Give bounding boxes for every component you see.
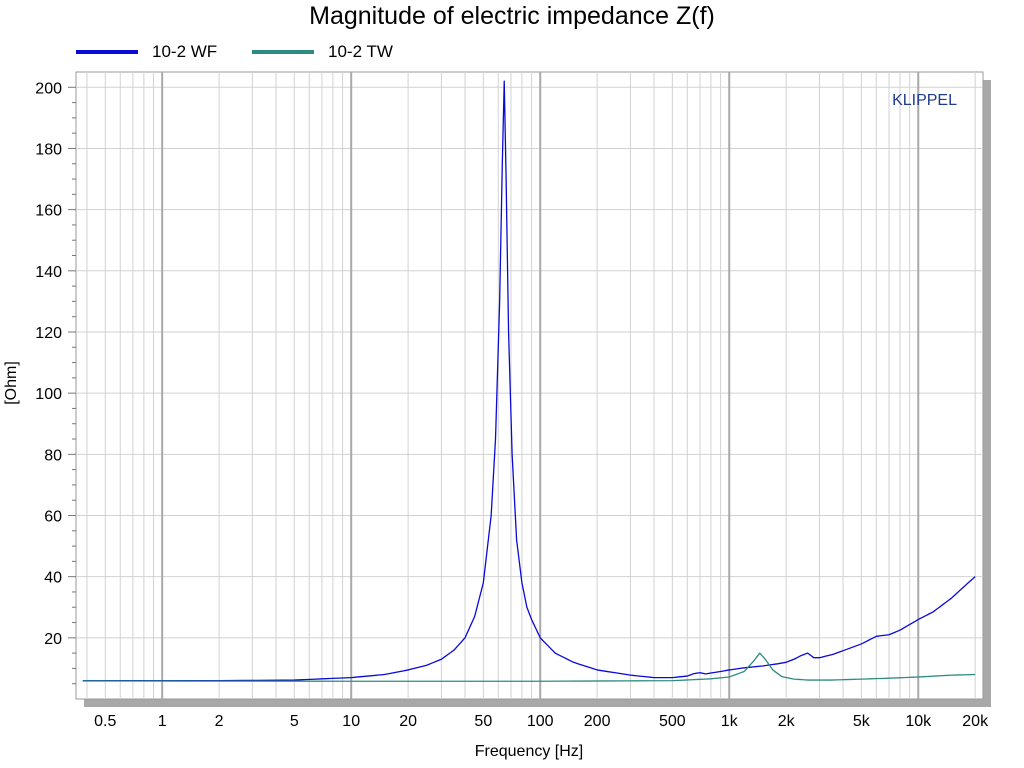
y-tick-label: 80	[44, 447, 62, 464]
y-tick-label: 160	[35, 203, 62, 220]
x-tick-label: 10	[342, 713, 360, 730]
legend-item-wf: 10-2 WF	[76, 42, 217, 62]
x-tick-label: 50	[474, 713, 492, 730]
y-tick-label: 60	[44, 508, 62, 525]
x-tick-label: 1k	[721, 713, 739, 730]
x-tick-label: 2	[215, 713, 224, 730]
y-minor-ticks	[68, 86, 76, 685]
legend-label-tw: 10-2 TW	[328, 42, 393, 61]
grid-major	[161, 72, 920, 699]
x-tick-label: 20k	[962, 713, 989, 730]
x-tick-label: 100	[527, 713, 554, 730]
x-tick-label: 2k	[778, 713, 796, 730]
y-tick-label: 20	[44, 631, 62, 648]
x-tick-label: 1	[158, 713, 167, 730]
y-tick-label: 100	[35, 386, 62, 403]
y-tick-label: 200	[35, 80, 62, 97]
chart-title: Magnitude of electric impedance Z(f)	[309, 2, 715, 30]
legend-swatch-tw	[252, 50, 314, 54]
series-line-wf	[82, 80, 976, 682]
plot-area	[75, 71, 984, 700]
legend-label-wf: 10-2 WF	[152, 42, 218, 61]
y-tick-label: 180	[35, 141, 62, 158]
y-tick-label: 140	[35, 264, 62, 281]
x-tick-label: 200	[584, 713, 611, 730]
x-tick-label: 20	[399, 713, 417, 730]
x-tick-label: 500	[659, 713, 686, 730]
y-tick-label: 120	[35, 325, 62, 342]
y-tick-labels: 20 40 60 80 100 120 140 160 180 200	[35, 80, 62, 648]
x-tick-label: 0.5	[94, 713, 116, 730]
series-group	[82, 80, 976, 682]
klippel-watermark: KLIPPEL	[892, 92, 957, 109]
legend-swatch-wf	[76, 50, 138, 54]
y-axis-label: [Ohm]	[3, 361, 20, 405]
x-tick-labels: 0.5 1 2 5 10 20 50 100 200 500 1k 2k 5k 10k 20k	[94, 713, 989, 730]
x-tick-label: 10k	[905, 713, 932, 730]
y-tick-label: 40	[44, 570, 62, 587]
x-tick-label: 5	[290, 713, 299, 730]
x-tick-label: 5k	[853, 713, 871, 730]
series-line-tw	[82, 652, 976, 682]
x-axis-label: Frequency [Hz]	[475, 743, 583, 760]
grid-minor	[76, 72, 983, 699]
legend-item-tw: 10-2 TW	[252, 42, 393, 62]
